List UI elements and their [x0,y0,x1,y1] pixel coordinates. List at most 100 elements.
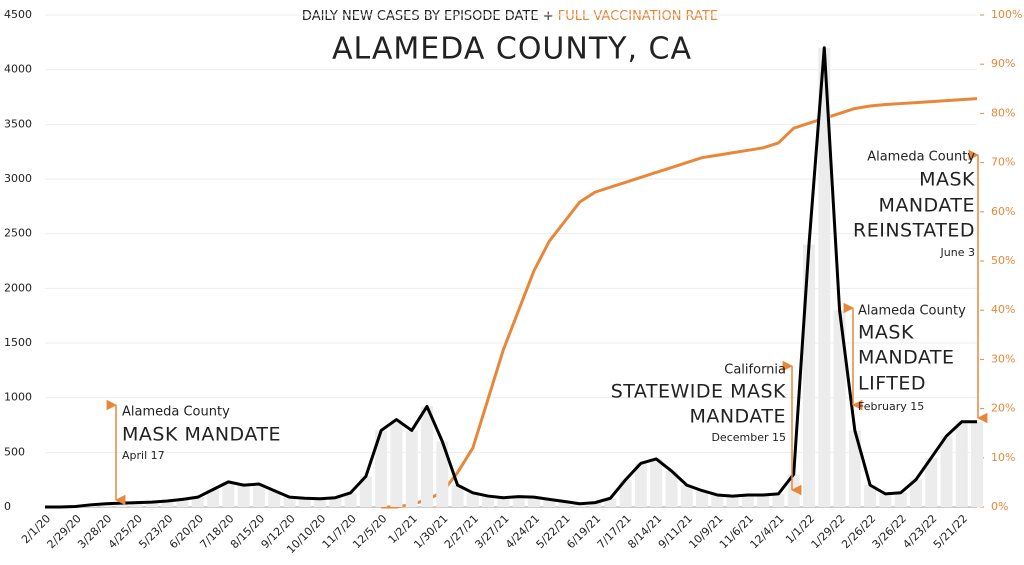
bar [925,457,938,507]
bar [589,502,602,507]
annotation-text: June 3 [940,246,975,259]
x-tick-label: 5/21/22 [931,512,970,551]
bar [466,492,479,507]
plot-area: 0 500 1000 1500 2000 2500 3000 3500 4000 4500 0% 10… [4,8,1022,556]
annotation-text: STATEWIDE MASK [611,381,786,403]
bar [451,485,464,507]
annotation-text: REINSTATED [853,220,975,242]
bar [329,497,342,507]
annotation-text: MASK MANDATE [122,424,281,446]
bar [298,498,311,507]
bar [222,481,235,507]
bar [818,47,831,508]
bar [161,500,174,507]
bar [390,419,403,507]
bar [543,499,556,507]
annotation-text: Alameda County [858,304,966,319]
annotation-text: California [724,363,786,378]
bar [482,496,495,507]
annotation-text: February 15 [858,400,924,413]
bar [940,435,953,507]
y-tick-label: 4500 [4,8,32,21]
x-tick-label: 12/5/20 [350,512,389,551]
y-tick-label: 1000 [4,391,32,404]
y2-tick-label: 10% [991,451,1015,464]
y-tick-label: 0 [4,500,11,513]
bar [100,503,113,507]
annotation-text: Alameda County [867,150,975,165]
annotation-text: MANDATE [689,406,786,428]
y-tick-label: 1500 [4,336,32,349]
bar [497,497,510,507]
bar [665,470,678,507]
y2-tick-label: 70% [991,156,1015,169]
y2-tick-label: 30% [991,352,1015,365]
subtitle: DAILY NEW CASES BY EPISODE DATE + FULL V… [302,9,718,24]
bar [864,485,877,507]
bar [268,490,281,507]
bar [894,492,907,507]
y2-tick-label: 40% [991,303,1015,316]
y2-tick-label: 0% [991,500,1008,513]
bar [207,489,220,507]
y2-tick-label: 100% [991,8,1022,21]
annotation-text: MASK [858,322,914,344]
annotation-text: Alameda County [122,405,230,420]
annotation-text: MANDATE [858,347,955,369]
bar [772,493,785,507]
bar [848,430,861,507]
bar [803,244,815,507]
bar [696,490,709,507]
bar [421,406,433,507]
bar [909,479,922,507]
y-tick-label: 3000 [4,172,32,185]
y2-tick-label: 20% [991,402,1015,415]
annotation-text: April 17 [122,449,165,462]
bar [955,421,968,507]
bar [252,484,265,507]
bar [527,497,540,507]
bar [741,494,754,507]
series-line [381,97,978,509]
annotation-text: December 15 [711,431,786,444]
bar [130,502,143,507]
y2-tick-label: 90% [991,57,1015,70]
bar [558,501,571,507]
y-tick-label: 3500 [4,117,32,130]
y-tick-label: 2000 [4,281,32,294]
chart-title: ALAMEDA COUNTY, CA [332,32,692,67]
bar [634,463,647,507]
bar [680,485,693,507]
bar [237,485,250,507]
bar [191,497,204,507]
bar [405,430,418,507]
bar [757,494,770,507]
annotation-text: LIFTED [858,373,926,395]
bar [650,458,663,507]
series-line [45,46,978,509]
bar [573,503,586,507]
bar [879,493,892,507]
bar [833,310,846,507]
bar [176,499,189,507]
bar [314,498,327,507]
x-tick-label: 12/4/21 [748,512,787,551]
bar [971,421,984,507]
bar [726,496,739,507]
bar [436,441,449,507]
bar [604,498,617,507]
annotation: California STATEWIDE MASK MANDATE Decemb… [611,360,802,496]
y2-tick-label: 60% [991,205,1015,218]
bar [145,502,158,507]
bar [711,494,724,507]
bar [619,479,632,507]
bar [359,476,372,507]
y-tick-label: 500 [4,445,25,458]
annotation: Alameda County MASK MANDATE LIFTED Febru… [843,302,966,413]
annotation: Alameda County MASK MANDATE April 17 [106,399,281,506]
annotation-text: MANDATE [878,195,975,217]
y-tick-label: 2500 [4,227,32,240]
bar [283,497,296,507]
bar [344,492,357,507]
